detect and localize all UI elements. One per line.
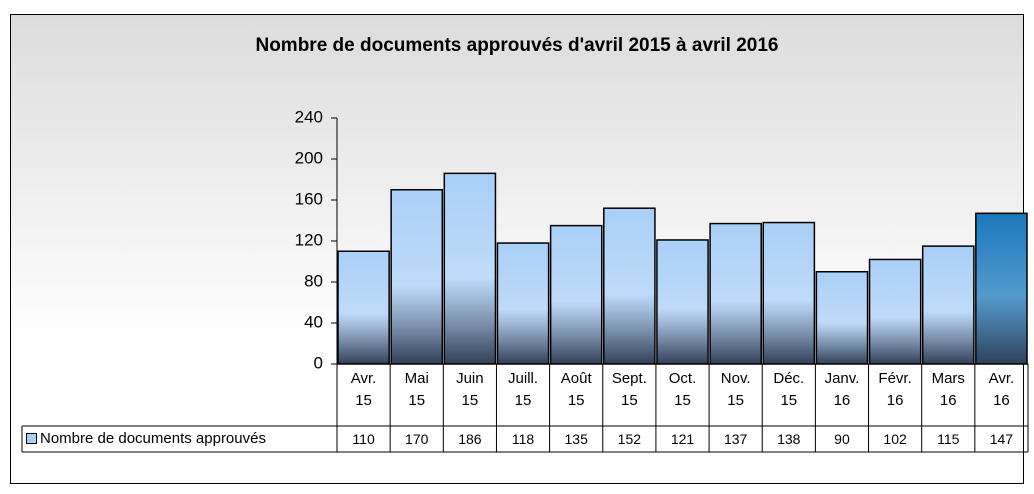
x-tick-label: Août 15	[560, 370, 592, 409]
chart-title: Nombre de documents approuvés d'avril 20…	[255, 35, 778, 56]
x-tick-label: Sept. 15	[611, 370, 647, 409]
data-table-value: 110	[352, 431, 375, 447]
data-table-value: 137	[723, 431, 748, 447]
data-table-value: 121	[670, 431, 695, 447]
bar	[868, 258, 922, 365]
bar	[656, 239, 709, 365]
data-table-value: 152	[617, 431, 642, 447]
bar	[549, 224, 603, 365]
data-table-value: 102	[883, 431, 907, 447]
y-tick-label: 0	[314, 353, 323, 372]
legend-label: Nombre de documents approuvés	[40, 430, 266, 447]
bar	[390, 189, 444, 365]
x-tick-label: Juill. 15	[508, 370, 539, 409]
x-tick-label: Avr. 15	[350, 370, 377, 409]
bar	[496, 242, 550, 365]
data-table-value: 147	[989, 431, 1014, 447]
bar	[709, 222, 762, 365]
data-table-value: 90	[834, 431, 850, 447]
x-tick-label: Mai 15	[404, 370, 429, 409]
x-tick-label: Juin 15	[456, 370, 484, 409]
x-tick-label: Déc. 15	[773, 370, 805, 409]
x-tick-label: Févr. 16	[878, 370, 912, 409]
x-tick-label: Mars 16	[931, 370, 965, 409]
data-table-value: 138	[777, 431, 801, 447]
x-tick-label: Janv. 16	[824, 370, 860, 409]
data-table-value: 135	[564, 431, 588, 447]
y-tick-label: 200	[295, 148, 323, 167]
y-tick-label: 160	[295, 189, 323, 208]
x-tick-label: Avr. 16	[988, 370, 1015, 409]
bar	[762, 221, 816, 365]
data-table-value: 170	[405, 431, 429, 447]
data-table-value: 115	[937, 431, 960, 447]
data-table-value: 118	[511, 431, 535, 447]
x-tick-label: Oct. 15	[668, 370, 697, 409]
y-tick-label: 40	[304, 312, 323, 331]
bar	[921, 245, 975, 365]
y-tick-label: 120	[295, 230, 323, 249]
bar	[337, 250, 390, 365]
x-tick-label: Nov. 15	[720, 370, 751, 409]
data-table-value: 186	[458, 431, 482, 447]
legend: Nombre de documents approuvés	[26, 426, 266, 452]
y-tick-label: 240	[295, 107, 323, 126]
bar	[815, 271, 869, 365]
y-tick-label: 80	[304, 271, 323, 290]
bar	[603, 207, 656, 365]
bar	[443, 172, 497, 365]
bar	[975, 212, 1028, 365]
legend-key	[26, 433, 37, 444]
